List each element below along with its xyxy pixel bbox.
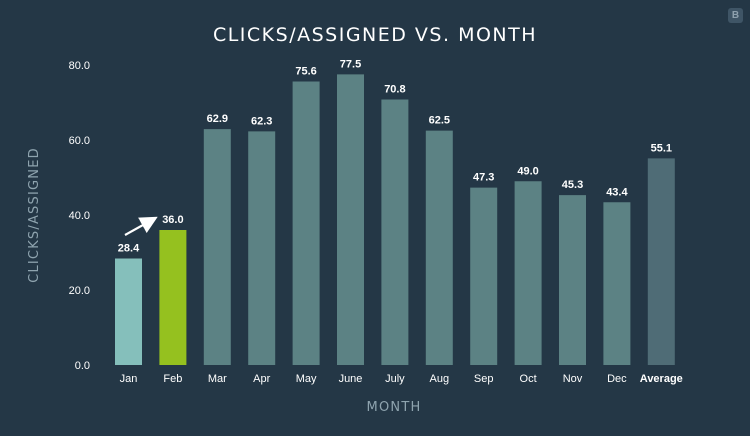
value-label-oct: 49.0 bbox=[517, 165, 538, 177]
value-label-average: 55.1 bbox=[651, 142, 672, 154]
bar-oct bbox=[514, 181, 542, 365]
value-label-sep: 47.3 bbox=[473, 172, 494, 184]
y-tick-label: 20.0 bbox=[69, 285, 90, 297]
value-label-dec: 43.4 bbox=[606, 186, 628, 198]
y-axis: 0.0 20.0 40.0 60.0 80.0 bbox=[69, 60, 90, 372]
value-label-jan: 28.4 bbox=[118, 243, 140, 255]
bar-may bbox=[292, 81, 320, 365]
value-label-mar: 62.9 bbox=[207, 113, 228, 125]
bar-nov bbox=[559, 195, 586, 365]
bar-jan bbox=[115, 258, 142, 365]
x-tick-label-mar: Mar bbox=[208, 373, 227, 385]
x-tick-label-oct: Oct bbox=[520, 373, 537, 385]
y-tick-label: 80.0 bbox=[69, 60, 90, 72]
x-tick-label-jan: Jan bbox=[120, 373, 138, 385]
x-tick-label-july: July bbox=[385, 373, 405, 385]
value-labels: 28.4 36.0 62.9 62.3 75.6 77.5 70.8 62.5 47.3 49.0… bbox=[118, 58, 672, 254]
x-tick-label-aug: Aug bbox=[430, 373, 450, 385]
bar-dec bbox=[603, 202, 631, 365]
bars bbox=[115, 74, 675, 365]
x-tick-label-apr: Apr bbox=[253, 373, 270, 385]
bar-mar bbox=[203, 129, 231, 365]
value-label-june: 77.5 bbox=[340, 58, 361, 70]
y-tick-label: 0.0 bbox=[75, 360, 90, 372]
value-label-july: 70.8 bbox=[384, 84, 405, 96]
y-tick-label: 60.0 bbox=[69, 135, 90, 147]
x-tick-label-june: June bbox=[339, 373, 363, 385]
y-axis-label: CLICKS/ASSIGNED bbox=[27, 147, 42, 283]
chart-title: CLICKS/ASSIGNED VS. MONTH bbox=[212, 24, 538, 46]
bar-sep bbox=[470, 187, 498, 365]
x-tick-label-feb: Feb bbox=[163, 373, 182, 385]
x-tick-label-may: May bbox=[296, 373, 317, 385]
x-tick-label-dec: Dec bbox=[607, 373, 627, 385]
x-tick-label-average: Average bbox=[640, 373, 683, 385]
annotation-arrow bbox=[124, 216, 158, 236]
bar-feb bbox=[159, 230, 187, 365]
bar-july bbox=[381, 99, 409, 365]
x-axis: Jan Feb Mar Apr May June July Aug Sep Oct Nov Dec Av… bbox=[120, 373, 683, 385]
x-tick-label-sep: Sep bbox=[474, 373, 494, 385]
value-label-may: 75.6 bbox=[295, 66, 316, 78]
value-label-apr: 62.3 bbox=[251, 115, 272, 127]
value-label-nov: 45.3 bbox=[562, 179, 583, 191]
bar-aug bbox=[425, 130, 453, 365]
bar-june bbox=[337, 74, 364, 365]
x-tick-label-nov: Nov bbox=[563, 373, 583, 385]
bar-apr bbox=[248, 131, 276, 365]
value-label-aug: 62.5 bbox=[429, 115, 450, 127]
y-tick-label: 40.0 bbox=[69, 210, 90, 222]
bar-average bbox=[647, 158, 675, 365]
value-label-feb: 36.0 bbox=[162, 214, 183, 226]
brand-badge: B bbox=[728, 8, 743, 23]
x-axis-label: MONTH bbox=[367, 400, 422, 415]
